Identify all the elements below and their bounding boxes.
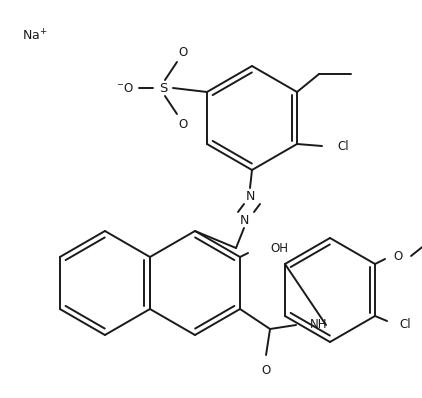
Text: O: O (393, 250, 402, 263)
Text: S: S (159, 82, 167, 94)
Text: Na$^{+}$: Na$^{+}$ (22, 28, 48, 43)
Text: O: O (261, 365, 271, 377)
Text: N: N (239, 213, 249, 226)
Text: $^{-}$O: $^{-}$O (116, 82, 134, 94)
Text: Cl: Cl (337, 140, 349, 152)
Text: O: O (179, 45, 188, 59)
Text: NH: NH (310, 318, 327, 332)
Text: O: O (179, 117, 188, 131)
Text: OH: OH (270, 242, 288, 256)
Text: N: N (245, 189, 255, 203)
Text: Cl: Cl (399, 318, 411, 330)
